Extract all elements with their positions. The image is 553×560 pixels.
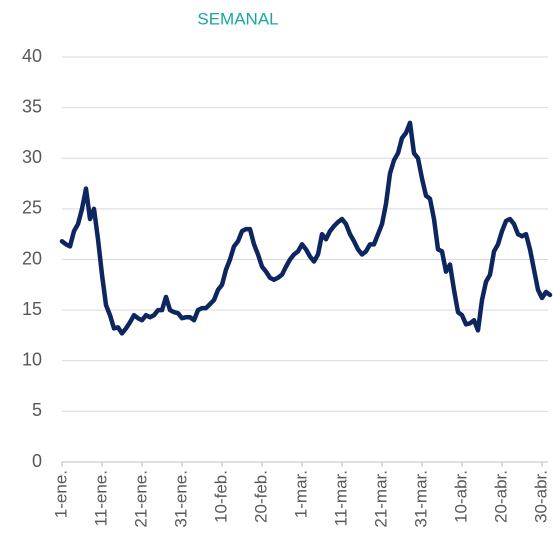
y-tick-label: 35 [22,96,42,116]
chart-title: SEMANAL [197,9,278,28]
y-tick-label: 40 [22,46,42,66]
y-tick-label: 25 [22,198,42,218]
x-tick-label: 10-feb. [211,470,230,523]
y-tick-label: 10 [22,350,42,370]
x-tick-label: 1-mar. [291,470,310,518]
x-tick-label: 1-ene. [51,470,70,518]
y-tick-label: 15 [22,299,42,319]
x-tick-label: 31-ene. [171,470,190,528]
y-tick-label: 0 [32,451,42,471]
x-tick-label: 30-abr. [531,470,550,523]
y-tick-label: 5 [32,400,42,420]
x-tick-label: 31-mar. [411,470,430,528]
x-tick-label: 21-mar. [371,470,390,528]
y-tick-label: 30 [22,147,42,167]
x-tick-label: 21-ene. [131,470,150,528]
line-series [59,120,553,336]
y-tick-label: 20 [22,248,42,268]
x-tick-label: 11-ene. [91,470,110,526]
x-tick-label: 10-abr. [451,470,470,523]
x-tick-label: 20-abr. [491,470,510,523]
x-tick-label: 11-mar. [331,470,350,526]
x-tick-label: 20-feb. [251,470,270,523]
